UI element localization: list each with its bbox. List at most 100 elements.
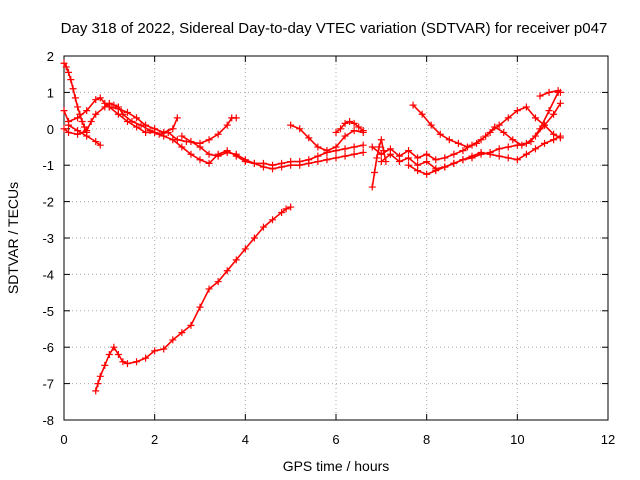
data-point [341, 119, 349, 127]
data-point [359, 148, 367, 156]
series-arc-7 [287, 121, 367, 155]
data-point [214, 152, 222, 160]
data-point [332, 128, 340, 136]
data-point [232, 256, 240, 264]
data-point [133, 123, 141, 131]
data-point [119, 358, 127, 366]
data-point [173, 114, 181, 122]
data-point [509, 136, 517, 144]
data-point [287, 158, 295, 166]
data-point [92, 138, 100, 146]
data-point [178, 329, 186, 337]
data-point [323, 147, 331, 155]
y-tick-label: 2 [47, 49, 54, 64]
data-point [196, 156, 204, 164]
data-point [405, 147, 413, 155]
data-point [214, 130, 222, 138]
data-point [65, 121, 73, 129]
data-point [450, 150, 458, 158]
data-point [405, 154, 413, 162]
y-tick-label: -6 [42, 340, 54, 355]
data-point [65, 68, 73, 76]
series-trace [407, 135, 562, 176]
x-tick-label: 0 [60, 432, 67, 447]
data-point [450, 159, 458, 167]
data-point [377, 150, 385, 158]
data-point [395, 158, 403, 166]
data-point [123, 118, 131, 126]
data-point [459, 147, 467, 155]
series-arc-15 [92, 203, 295, 395]
data-point [550, 110, 558, 118]
data-point [531, 145, 539, 153]
series-arc-1 [60, 59, 91, 136]
y-tick-label: 0 [47, 122, 54, 137]
series-arc-3 [60, 99, 240, 147]
data-point [196, 143, 204, 151]
data-point [78, 118, 86, 126]
series-arc-12 [405, 132, 564, 178]
data-point [223, 267, 231, 275]
data-point [278, 209, 286, 217]
data-point [468, 152, 476, 160]
y-axis-label: SDTVAR / TECUs [5, 182, 21, 294]
data-point [500, 128, 508, 136]
data-point [522, 150, 530, 158]
data-point [305, 156, 313, 164]
data-point [169, 136, 177, 144]
data-point [350, 143, 358, 151]
data-point [368, 183, 376, 191]
data-point [359, 141, 367, 149]
data-point [341, 132, 349, 140]
data-point [142, 354, 150, 362]
data-point [323, 156, 331, 164]
data-point [205, 150, 213, 158]
data-point [62, 63, 70, 71]
y-tick-label: -2 [42, 195, 54, 210]
data-point [445, 136, 453, 144]
data-point [223, 148, 231, 156]
data-point [346, 118, 354, 126]
series-trace [539, 89, 562, 97]
data-point [495, 121, 503, 129]
data-point [74, 114, 82, 122]
data-point [160, 345, 168, 353]
data-point [432, 167, 440, 175]
series-arc-10 [368, 103, 564, 164]
data-point [341, 152, 349, 160]
data-point [80, 123, 88, 131]
data-point [232, 114, 240, 122]
data-point [409, 101, 417, 109]
data-point [114, 350, 122, 358]
data-point [87, 118, 95, 126]
data-point [513, 107, 521, 115]
data-point [373, 154, 381, 162]
y-tick-label: 1 [47, 85, 54, 100]
data-point [296, 158, 304, 166]
y-tick-label: -5 [42, 304, 54, 319]
data-point [133, 114, 141, 122]
data-point [60, 125, 68, 133]
data-point [178, 143, 186, 151]
data-point [196, 303, 204, 311]
data-point [405, 161, 413, 169]
x-tick-label: 12 [601, 432, 615, 447]
y-tick-label: -8 [42, 413, 54, 428]
data-point [65, 128, 73, 136]
data-point [287, 121, 295, 129]
data-point [386, 150, 394, 158]
data-point [278, 159, 286, 167]
x-tick-label: 4 [242, 432, 249, 447]
data-point [491, 123, 499, 131]
data-point [432, 156, 440, 164]
chart-title: Day 318 of 2022, Sidereal Day-to-day VTE… [61, 20, 608, 37]
data-point [92, 387, 100, 395]
series-arc-4 [65, 121, 104, 149]
data-point [522, 103, 530, 111]
x-tick-label: 6 [332, 432, 339, 447]
series-layer [60, 59, 564, 395]
data-point [123, 108, 131, 116]
data-point [69, 85, 77, 93]
data-point [164, 128, 172, 136]
